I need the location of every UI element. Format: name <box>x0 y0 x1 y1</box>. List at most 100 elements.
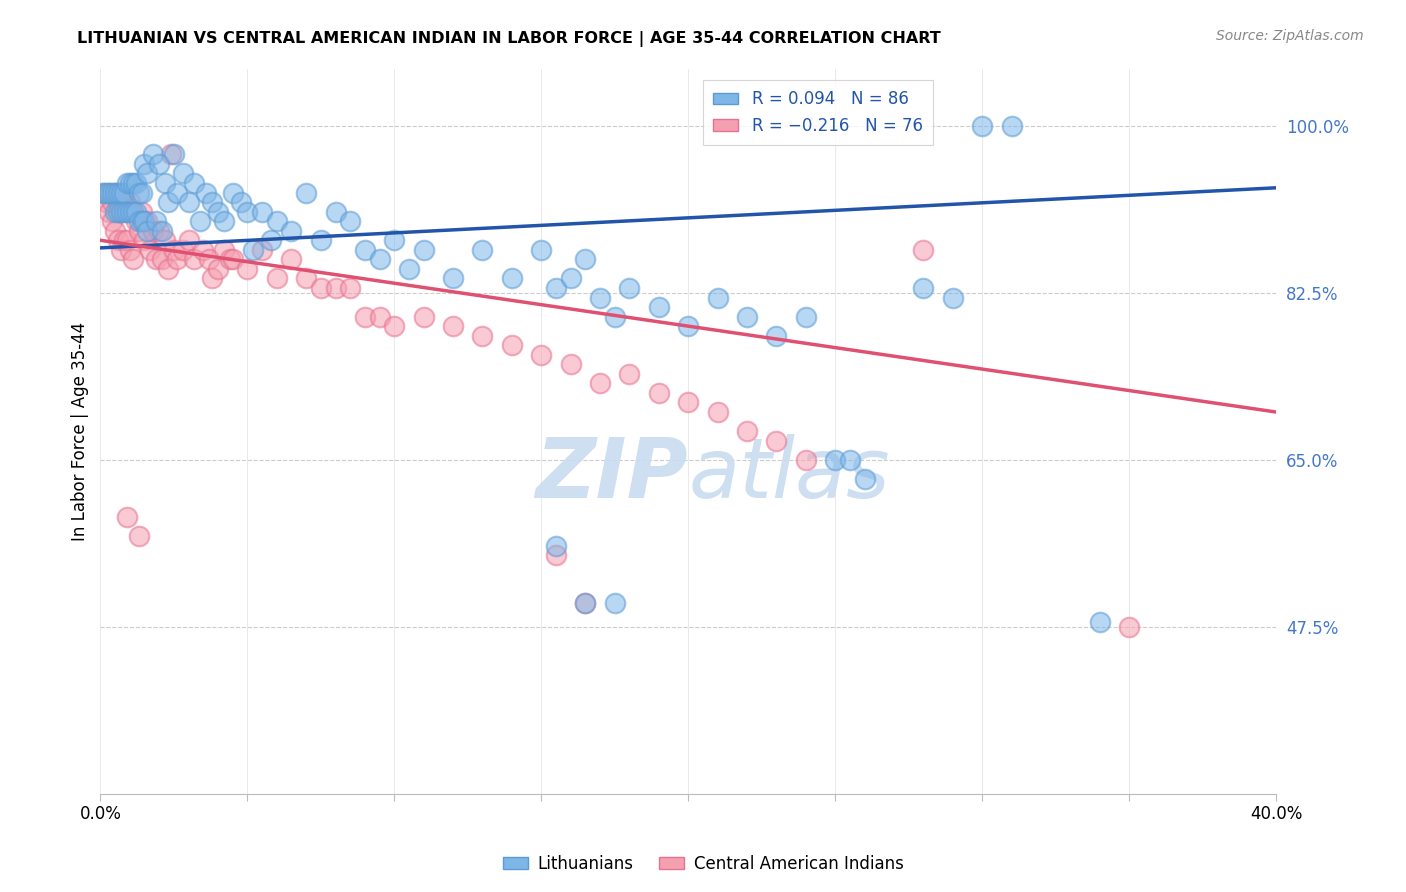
Point <box>309 281 332 295</box>
Point <box>280 224 302 238</box>
Point <box>619 367 641 381</box>
Point <box>382 233 405 247</box>
Point <box>118 204 141 219</box>
Point <box>354 243 377 257</box>
Point <box>128 529 150 543</box>
Point <box>972 119 994 133</box>
Point <box>560 271 582 285</box>
Point <box>207 261 229 276</box>
Point <box>110 204 132 219</box>
Point <box>163 147 186 161</box>
Point <box>121 176 143 190</box>
Point <box>530 348 553 362</box>
Point <box>501 338 523 352</box>
Point <box>124 176 146 190</box>
Point <box>104 224 127 238</box>
Point <box>183 176 205 190</box>
Point <box>110 243 132 257</box>
Point <box>183 252 205 267</box>
Text: atlas: atlas <box>688 434 890 515</box>
Point <box>648 386 671 401</box>
Point <box>603 596 626 610</box>
Point <box>150 224 173 238</box>
Point <box>218 252 240 267</box>
Point <box>824 452 846 467</box>
Point <box>544 281 567 295</box>
Point <box>589 291 612 305</box>
Point <box>124 214 146 228</box>
Point <box>150 252 173 267</box>
Point <box>706 405 728 419</box>
Point <box>115 204 138 219</box>
Point <box>177 233 200 247</box>
Point <box>124 204 146 219</box>
Point <box>1000 119 1022 133</box>
Legend: R = 0.094   N = 86, R = −0.216   N = 76: R = 0.094 N = 86, R = −0.216 N = 76 <box>703 80 932 145</box>
Point <box>266 271 288 285</box>
Point <box>1118 620 1140 634</box>
Point <box>110 204 132 219</box>
Point <box>236 261 259 276</box>
Point <box>195 186 218 200</box>
Point <box>530 243 553 257</box>
Point <box>441 271 464 285</box>
Point <box>91 186 114 200</box>
Point <box>128 186 150 200</box>
Point <box>198 252 221 267</box>
Point <box>676 319 699 334</box>
Point <box>382 319 405 334</box>
Point <box>131 204 153 219</box>
Point <box>118 176 141 190</box>
Point <box>193 243 215 257</box>
Point <box>706 291 728 305</box>
Point <box>619 281 641 295</box>
Text: ZIP: ZIP <box>536 434 688 515</box>
Point <box>136 224 159 238</box>
Point <box>544 539 567 553</box>
Point <box>471 328 494 343</box>
Point <box>148 157 170 171</box>
Point <box>735 310 758 324</box>
Point <box>735 424 758 438</box>
Point <box>121 204 143 219</box>
Point <box>101 195 124 210</box>
Point <box>838 452 860 467</box>
Point <box>112 195 135 210</box>
Point <box>853 472 876 486</box>
Point <box>172 166 194 180</box>
Point <box>131 186 153 200</box>
Point <box>166 186 188 200</box>
Point <box>501 271 523 285</box>
Point <box>412 243 434 257</box>
Point <box>295 271 318 285</box>
Point <box>121 204 143 219</box>
Point <box>942 291 965 305</box>
Point <box>104 204 127 219</box>
Text: LITHUANIAN VS CENTRAL AMERICAN INDIAN IN LABOR FORCE | AGE 35-44 CORRELATION CHA: LITHUANIAN VS CENTRAL AMERICAN INDIAN IN… <box>77 31 941 47</box>
Point <box>603 310 626 324</box>
Point <box>574 596 596 610</box>
Point <box>574 252 596 267</box>
Point <box>368 310 391 324</box>
Point <box>131 214 153 228</box>
Point <box>325 281 347 295</box>
Point <box>112 204 135 219</box>
Point <box>107 204 129 219</box>
Point <box>398 261 420 276</box>
Point <box>339 214 361 228</box>
Point <box>110 186 132 200</box>
Point <box>166 252 188 267</box>
Point <box>325 204 347 219</box>
Point <box>231 195 253 210</box>
Point <box>156 195 179 210</box>
Point <box>574 596 596 610</box>
Point <box>101 186 124 200</box>
Point <box>201 195 224 210</box>
Point <box>128 214 150 228</box>
Point <box>441 319 464 334</box>
Point <box>156 261 179 276</box>
Point <box>412 310 434 324</box>
Point <box>765 328 787 343</box>
Text: Source: ZipAtlas.com: Source: ZipAtlas.com <box>1216 29 1364 44</box>
Point <box>163 243 186 257</box>
